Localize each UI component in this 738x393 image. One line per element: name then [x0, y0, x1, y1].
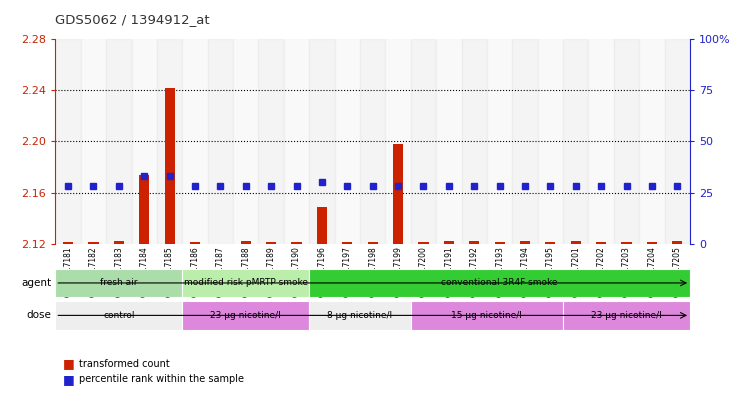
Bar [411, 39, 436, 244]
Text: GDS5062 / 1394912_at: GDS5062 / 1394912_at [55, 13, 210, 26]
Bar [665, 39, 690, 244]
Bar [411, 301, 563, 330]
Bar [639, 39, 665, 244]
Bar [469, 241, 479, 244]
Bar [182, 39, 207, 244]
Bar [545, 242, 556, 244]
Text: conventional 3R4F smoke: conventional 3R4F smoke [441, 279, 558, 287]
Bar [284, 39, 309, 244]
Bar [588, 39, 614, 244]
Text: 23 μg nicotine/l: 23 μg nicotine/l [591, 311, 662, 320]
Text: fresh air: fresh air [100, 279, 137, 287]
Bar [89, 242, 98, 244]
Bar [334, 39, 360, 244]
Bar [165, 88, 175, 244]
Bar [647, 242, 657, 244]
Text: agent: agent [21, 278, 52, 288]
Bar [241, 241, 251, 244]
Bar [266, 242, 276, 244]
Bar [309, 269, 690, 297]
Bar [494, 242, 505, 244]
Bar [512, 39, 538, 244]
Bar [342, 242, 352, 244]
Bar [360, 39, 385, 244]
Text: ■: ■ [63, 357, 75, 370]
Bar [114, 241, 124, 244]
Bar [207, 39, 233, 244]
Bar [596, 242, 606, 244]
Bar [570, 241, 581, 244]
Bar [538, 39, 563, 244]
Bar [444, 241, 454, 244]
Bar [182, 301, 309, 330]
Text: percentile rank within the sample: percentile rank within the sample [79, 374, 244, 384]
Text: control: control [103, 311, 134, 320]
Bar [393, 144, 403, 244]
Bar [317, 207, 327, 244]
Bar [487, 39, 512, 244]
Bar [258, 39, 284, 244]
Bar [182, 269, 309, 297]
Bar [520, 241, 530, 244]
Bar [563, 301, 690, 330]
Bar [309, 301, 411, 330]
Bar [190, 242, 200, 244]
Text: transformed count: transformed count [79, 358, 170, 369]
Bar [63, 242, 73, 244]
Bar [309, 39, 334, 244]
Bar [131, 39, 157, 244]
Bar [55, 269, 182, 297]
Text: modified risk pMRTP smoke: modified risk pMRTP smoke [184, 279, 308, 287]
Bar [368, 242, 378, 244]
Bar [55, 301, 182, 330]
Bar [418, 242, 429, 244]
Text: 23 μg nicotine/l: 23 μg nicotine/l [210, 311, 281, 320]
Text: 15 μg nicotine/l: 15 μg nicotine/l [452, 311, 523, 320]
Bar [563, 39, 588, 244]
Bar [106, 39, 131, 244]
Text: 8 μg nicotine/l: 8 μg nicotine/l [328, 311, 393, 320]
Bar [385, 39, 411, 244]
Text: ■: ■ [63, 373, 75, 386]
Bar [461, 39, 487, 244]
Bar [80, 39, 106, 244]
Bar [621, 242, 632, 244]
Bar [55, 39, 80, 244]
Bar [139, 174, 149, 244]
Bar [292, 242, 302, 244]
Text: dose: dose [27, 310, 52, 320]
Bar [233, 39, 258, 244]
Bar [672, 241, 683, 244]
Bar [614, 39, 639, 244]
Bar [436, 39, 461, 244]
Bar [157, 39, 182, 244]
